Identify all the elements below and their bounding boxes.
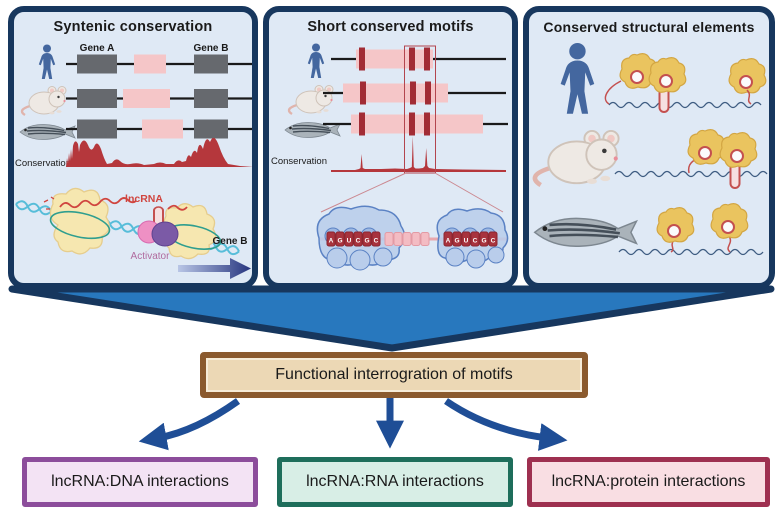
rna-tail: [746, 89, 752, 105]
svg-text:G: G: [481, 238, 486, 245]
outcome-label: lncRNA:RNA interactions: [306, 473, 484, 490]
zoom-connector: [434, 172, 504, 213]
svg-text:C: C: [491, 238, 496, 245]
arrow-right: [444, 398, 568, 451]
outcome-label: lncRNA:protein interactions: [551, 473, 746, 490]
motif-zoom-illustration: A G U C G C A G: [316, 205, 509, 271]
protein-blob: [728, 57, 767, 95]
transcript-track-human: [331, 47, 506, 71]
polymerase-blob: [163, 203, 217, 260]
protein-blob: [648, 56, 687, 94]
syntenic-conservation-art: Gene A Gene B Conservation lncRNA Activa…: [15, 43, 252, 279]
transcription-arrow: [178, 258, 251, 279]
mouse-icon: [20, 85, 68, 117]
rna-tail: [604, 80, 622, 105]
structure-row-human: [604, 52, 767, 113]
svg-text:U: U: [464, 238, 469, 245]
lncrna-exon-box: [134, 54, 166, 74]
zebrafish-icon: [533, 217, 638, 248]
functional-box-label: Functional interrogration of motifs: [275, 366, 513, 383]
rna-wave: [614, 170, 768, 178]
svg-text:U: U: [347, 238, 352, 245]
zebrafish-icon: [19, 123, 76, 141]
panel-title: Conserved structural elements: [543, 19, 755, 35]
panel-conserved-structural-elements: Conserved structural elements: [523, 6, 775, 289]
lncrna-label: lncRNA: [125, 193, 163, 205]
nascent-rna-dashes: [43, 196, 55, 210]
motif-nucleotides-left: A G U C G C: [326, 231, 381, 247]
svg-text:C: C: [374, 238, 379, 245]
transcript-track-mouse: [323, 81, 506, 105]
branch-arrows: [138, 397, 568, 451]
svg-text:G: G: [364, 238, 369, 245]
svg-text:A: A: [446, 238, 451, 245]
conservation-track: [66, 137, 252, 167]
lncrna-protein-interactions-box: lncRNA:protein interactions: [527, 457, 770, 507]
human-icon: [560, 43, 595, 114]
polymerase-blob: [49, 187, 110, 255]
rna-tail: [727, 235, 732, 253]
protein-blob: [710, 202, 749, 240]
mouse-icon: [535, 131, 619, 185]
motif-bar: [424, 47, 430, 71]
outcome-label: lncRNA:DNA interactions: [51, 473, 229, 490]
gene-track-zebrafish: [66, 119, 252, 139]
panel-short-conserved-motifs: Short conserved motifs Conservation: [263, 6, 518, 289]
human-icon: [38, 44, 56, 79]
lncrna-strand: [167, 204, 188, 211]
motif-nucleotides-right: A G U C G C: [443, 231, 498, 247]
spacer-nucleotides: [384, 232, 430, 246]
activator-label: Activator: [131, 251, 171, 262]
structure-row-mouse: [614, 128, 768, 189]
motif-bar: [409, 47, 415, 71]
panel-syntenic-conservation: Syntenic conservation Gene A Gene B Cons…: [8, 6, 258, 289]
conservation-track: [331, 136, 506, 172]
functional-interrogation-box: Functional interrogration of motifs: [200, 352, 588, 398]
short-motifs-art: Conservation: [271, 43, 509, 271]
zoom-connector: [320, 172, 407, 213]
activator-purple: [151, 221, 179, 247]
protein-blob: [719, 131, 758, 169]
transcript-track-zebrafish: [323, 112, 508, 136]
gene-track-human: [66, 54, 252, 74]
protein-blob: [656, 206, 695, 244]
gene-b-label: Gene B: [212, 236, 247, 247]
gene-loop: [49, 210, 111, 240]
lncrna-rna-interactions-box: lncRNA:RNA interactions: [277, 457, 513, 507]
svg-text:C: C: [356, 238, 361, 245]
lncrna-strand: [59, 197, 137, 209]
lncrna-dna-interactions-box: lncRNA:DNA interactions: [22, 457, 258, 507]
panel-title: Short conserved motifs: [307, 19, 474, 35]
conservation-label: Conservation: [15, 158, 71, 169]
mouse-icon: [287, 84, 335, 116]
arrow-left: [138, 398, 241, 451]
gene-b-box: [194, 54, 228, 74]
motif-highlight-box: [404, 45, 436, 174]
gene-b-label: Gene B: [193, 43, 228, 54]
human-icon: [307, 43, 325, 78]
svg-text:A: A: [329, 238, 334, 245]
protein-blob: [687, 128, 726, 166]
svg-text:G: G: [454, 238, 459, 245]
motif-bar: [359, 47, 365, 71]
structural-elements-art: [529, 43, 768, 256]
conservation-label: Conservation: [271, 156, 327, 167]
gene-a-label: Gene A: [80, 43, 115, 54]
structure-row-zebrafish: [618, 202, 764, 256]
panel-title: Syntenic conservation: [53, 19, 213, 35]
gene-track-mouse: [66, 89, 252, 108]
svg-text:G: G: [337, 238, 342, 245]
rna-wave: [618, 248, 764, 256]
funnel-arrow: [8, 285, 775, 352]
svg-text:C: C: [473, 238, 478, 245]
gene-a-box: [77, 54, 117, 74]
rna-wave: [608, 101, 762, 109]
